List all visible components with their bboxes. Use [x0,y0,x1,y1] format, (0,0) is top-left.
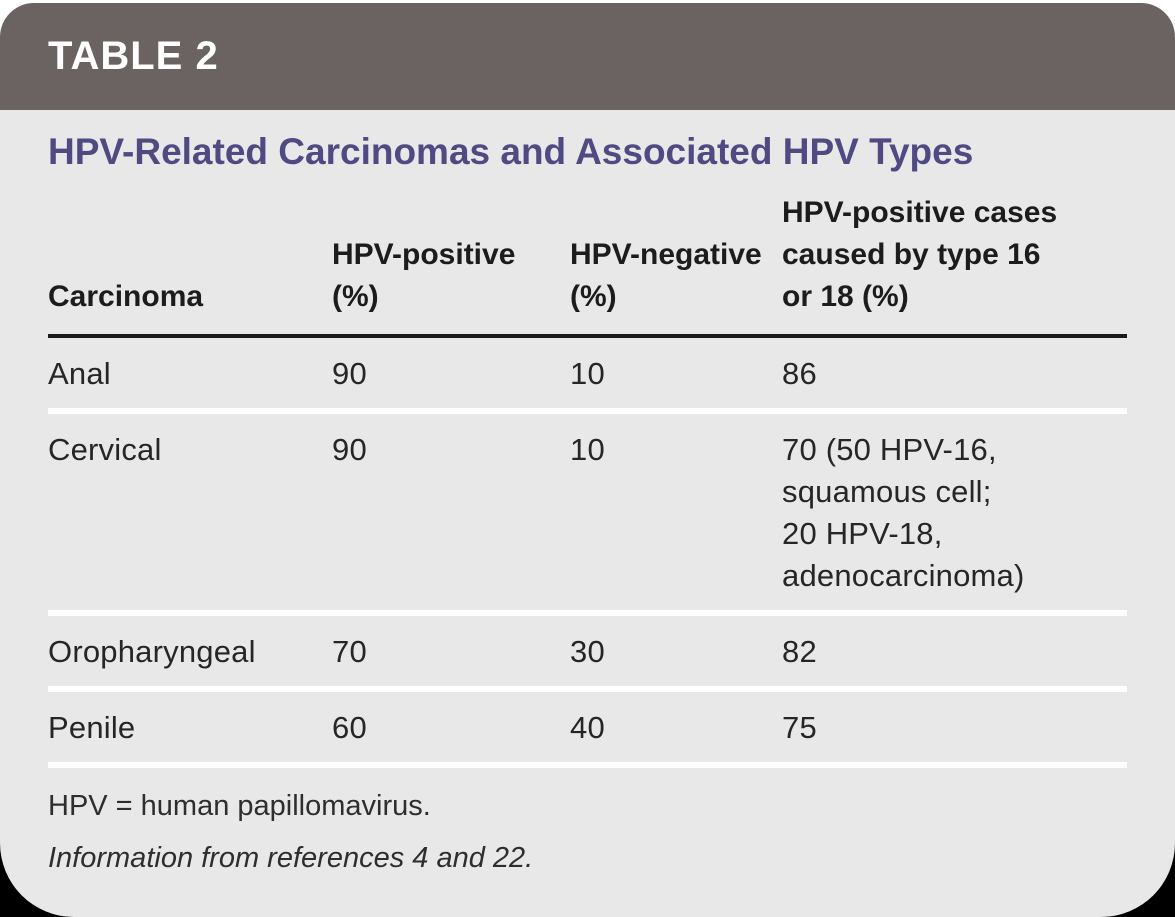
table-header-row: Carcinoma HPV-positive (%) HPV-negative … [48,192,1127,338]
column-header-hpv-positive: HPV-positive (%) [332,238,516,313]
table-header-bar: TABLE 2 [0,3,1175,110]
cell-type-16-18: 82 [782,634,817,669]
cell-carcinoma: Anal [48,356,111,391]
cell-hpv-positive: 60 [332,710,367,745]
table-card: TABLE 2 HPV-Related Carcinomas and Assoc… [0,3,1175,917]
cell-carcinoma: Oropharyngeal [48,634,256,669]
footnotes: HPV = human papillomavirus. Information … [48,788,1127,876]
cell-type-16-18: 70 (50 HPV-16, squamous cell; 20 HPV-18,… [782,432,1025,593]
table-row-oropharyngeal: Oropharyngeal 70 30 82 [48,616,1127,692]
cell-hpv-positive: 70 [332,634,367,669]
cell-hpv-negative: 10 [570,356,605,391]
cell-carcinoma: Penile [48,710,136,745]
footnote-abbreviation: HPV = human papillomavirus. [48,790,431,822]
cell-hpv-negative: 10 [570,432,605,467]
table-row-penile: Penile 60 40 75 [48,692,1127,768]
cell-hpv-positive: 90 [332,432,367,467]
cell-type-16-18: 86 [782,356,817,391]
cell-hpv-negative: 30 [570,634,605,669]
data-table: Carcinoma HPV-positive (%) HPV-negative … [48,192,1127,768]
cell-type-16-18: 75 [782,710,817,745]
cell-hpv-negative: 40 [570,710,605,745]
column-header-type-16-18: HPV-positive cases caused by type 16 or … [782,196,1058,313]
cell-hpv-positive: 90 [332,356,367,391]
table-title: HPV-Related Carcinomas and Associated HP… [48,131,974,172]
table-label: TABLE 2 [48,34,219,78]
column-header-hpv-negative: HPV-negative (%) [570,238,762,313]
cell-carcinoma: Cervical [48,432,162,467]
column-header-carcinoma: Carcinoma [48,280,204,313]
table-row-anal: Anal 90 10 86 [48,338,1127,414]
table-body: HPV-Related Carcinomas and Associated HP… [0,110,1175,917]
footnote-source: Information from references 4 and 22. [48,842,534,874]
table-row-cervical: Cervical 90 10 70 (50 HPV-16, squamous c… [48,414,1127,616]
